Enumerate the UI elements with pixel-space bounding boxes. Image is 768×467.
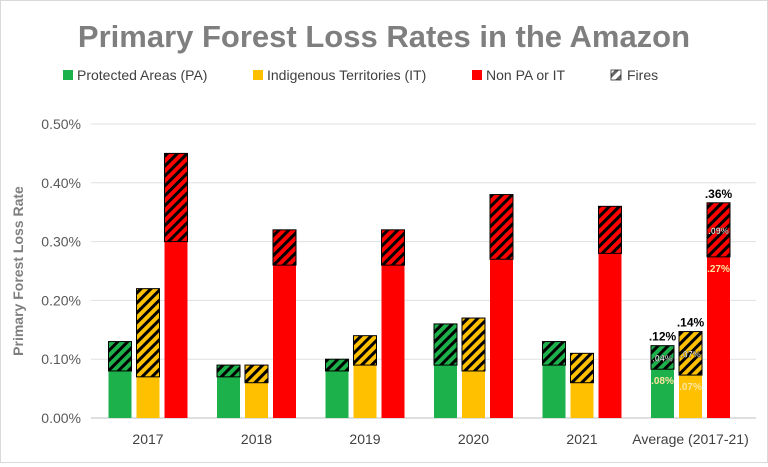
bar-fire-hatch <box>273 229 296 266</box>
legend-label-fires: Fires <box>627 67 658 83</box>
y-tick-label: 0.10% <box>41 351 81 367</box>
bar-fire-hatch <box>598 206 622 254</box>
avg-base-label: .08% <box>651 376 674 387</box>
bar-indigenous-territories-it--nonfire <box>570 382 594 418</box>
bar-fire-hatch <box>164 153 188 242</box>
chart-title: Primary Forest Loss Rates in the Amazon <box>78 19 690 54</box>
x-tick-label: Average (2017-21) <box>632 431 748 447</box>
bar-non-pa-or-it-nonfire <box>273 265 296 418</box>
bar-fire-hatch <box>462 318 485 371</box>
bar-fire-hatch <box>679 331 702 376</box>
legend-label-non: Non PA or IT <box>486 67 566 83</box>
bar-non-pa-or-it-nonfire <box>490 259 513 418</box>
avg-total-label: .12% <box>649 330 677 344</box>
bar-fire-hatch <box>245 365 268 383</box>
avg-base-label: .07% <box>679 382 702 393</box>
avg-fire-label: .07% <box>680 349 701 359</box>
avg-fire-label: .09% <box>708 226 729 236</box>
y-tick-label: 0.00% <box>41 410 81 426</box>
bar-fire-hatch <box>381 229 405 266</box>
bar-indigenous-territories-it--nonfire <box>462 370 485 418</box>
bar-fire-hatch <box>707 202 730 257</box>
y-tick-label: 0.30% <box>41 234 81 250</box>
bar-fire-hatch <box>651 345 674 370</box>
x-tick-label: 2019 <box>349 431 380 447</box>
legend: Protected Areas (PA) Indigenous Territor… <box>63 67 658 83</box>
bar-fire-hatch <box>136 288 160 377</box>
y-tick-label: 0.50% <box>41 116 81 132</box>
bar-fire-hatch <box>217 365 240 377</box>
x-tick-label: 2018 <box>241 431 272 447</box>
bar-indigenous-territories-it--nonfire <box>245 382 268 418</box>
avg-base-label: .27% <box>707 264 730 275</box>
bar-fire-hatch <box>325 359 349 371</box>
legend-swatch-non <box>472 70 482 80</box>
x-tick-label: 2021 <box>566 431 597 447</box>
bar-fire-hatch <box>353 335 377 366</box>
bar-protected-areas-pa--nonfire <box>108 370 132 418</box>
legend-swatch-pa <box>63 70 73 80</box>
bar-fire-hatch <box>434 323 457 366</box>
bar-protected-areas-pa--nonfire <box>325 370 349 418</box>
avg-total-label: .14% <box>677 316 705 330</box>
bar-fire-hatch <box>570 353 594 383</box>
legend-swatch-it <box>253 70 263 80</box>
legend-label-it: Indigenous Territories (IT) <box>267 67 426 83</box>
bar-fire-hatch <box>490 194 513 260</box>
y-tick-label: 0.20% <box>41 292 81 308</box>
y-tick-label: 0.40% <box>41 175 81 191</box>
bar-non-pa-or-it-nonfire <box>164 241 188 418</box>
bar-non-pa-or-it-nonfire <box>707 256 730 418</box>
bar-indigenous-territories-it--nonfire <box>679 375 702 418</box>
bar-protected-areas-pa--nonfire <box>542 365 566 418</box>
bar-fire-hatch <box>108 341 132 371</box>
bar-protected-areas-pa--nonfire <box>434 365 457 418</box>
bar-protected-areas-pa--nonfire <box>217 376 240 418</box>
bar-indigenous-territories-it--nonfire <box>353 365 377 418</box>
x-tick-label: 2020 <box>458 431 489 447</box>
y-axis-label: Primary Forest Loss Rate <box>10 186 26 356</box>
legend-swatch-fires-hatch <box>611 70 621 80</box>
avg-fire-label: .04% <box>652 353 673 363</box>
bar-non-pa-or-it-nonfire <box>381 265 405 418</box>
bar-indigenous-territories-it--nonfire <box>136 376 160 418</box>
x-tick-label: 2017 <box>132 431 163 447</box>
legend-label-pa: Protected Areas (PA) <box>77 67 207 83</box>
avg-total-label: .36% <box>705 187 733 201</box>
bar-protected-areas-pa--nonfire <box>651 369 674 418</box>
bar-fire-hatch <box>542 341 566 366</box>
bar-non-pa-or-it-nonfire <box>598 253 622 418</box>
